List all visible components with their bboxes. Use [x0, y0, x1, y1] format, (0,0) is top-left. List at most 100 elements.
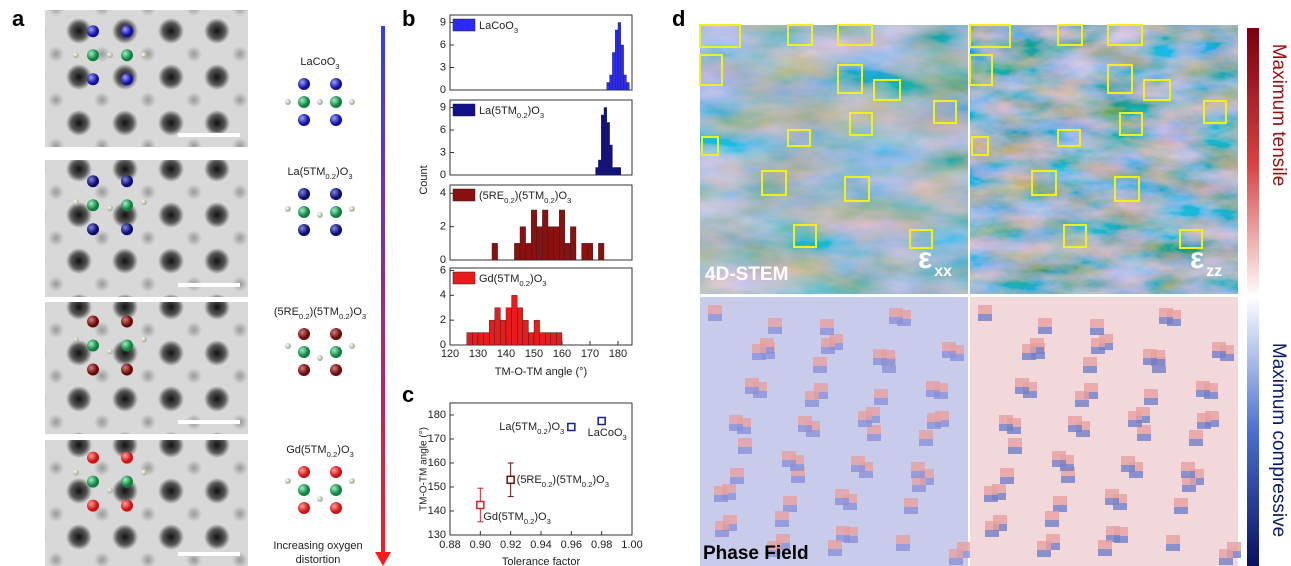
a-site-atom [87, 25, 99, 38]
domain-blue [738, 447, 752, 454]
domain-blue [1181, 471, 1195, 478]
oxygen-atom [73, 469, 79, 476]
domain-red [1061, 467, 1075, 476]
domain-red [1060, 455, 1074, 464]
domain-blue [919, 439, 933, 446]
domain-blue [761, 352, 775, 359]
histogram-bar [533, 319, 540, 346]
histogram-bar [500, 319, 507, 346]
domain-red [738, 438, 752, 447]
domain-blue [873, 358, 887, 365]
domain-red [919, 430, 933, 439]
domain-red [821, 338, 835, 347]
domain-blue [1220, 354, 1234, 361]
oxygen-atom [285, 206, 291, 212]
domain-blue [1046, 543, 1060, 550]
b-site-atom [87, 475, 99, 488]
domain-red [814, 383, 828, 392]
b-site-atom [330, 96, 342, 108]
histogram-bar [581, 243, 588, 261]
legend-label: Gd(5TM0.2)O3 [479, 273, 547, 288]
domain-red [1114, 527, 1128, 536]
histogram-bar [545, 332, 552, 346]
highlight-box [793, 224, 817, 248]
highlight-box [1179, 229, 1203, 249]
point-label: (5RE0.2)(5TM0.2)O3 [517, 474, 609, 489]
domain-red [896, 535, 910, 544]
domain-red [935, 411, 949, 420]
domain-red [993, 515, 1007, 524]
legend-label: LaCoO3 [479, 20, 518, 35]
histogram-bar [609, 144, 613, 176]
domain-red [874, 389, 888, 398]
highlight-box [1057, 129, 1081, 147]
domain-red [904, 498, 918, 507]
domain-blue [715, 530, 729, 537]
domain-blue [814, 392, 828, 399]
highlight-box [761, 170, 787, 196]
domain-red [1053, 496, 1067, 505]
domain-blue [881, 359, 895, 366]
histogram-bar [553, 226, 560, 261]
domain-blue [1197, 422, 1211, 429]
domain-red [836, 526, 850, 535]
domain-blue [821, 347, 835, 354]
distortion-arrow [381, 26, 385, 554]
strain-label: ε xx [918, 242, 952, 280]
histogram-bar [531, 209, 538, 261]
oxygen-atom [107, 205, 113, 212]
histogram-bar [514, 243, 521, 261]
domain-blue [737, 427, 751, 434]
a-site-atom [87, 73, 99, 86]
domain-red [1106, 526, 1120, 535]
a-site-atom [298, 364, 310, 376]
point-label: Gd(5TM0.2)O3 [483, 511, 551, 526]
domain-red [912, 476, 926, 485]
domain-blue [992, 493, 1006, 500]
domain-blue [805, 400, 819, 407]
domain-blue [722, 493, 736, 500]
a-site-atom [298, 114, 310, 126]
domain-red [1205, 411, 1219, 420]
method-label: 4D-STEM [705, 264, 788, 285]
domain-blue [775, 520, 789, 527]
a-site-atom [87, 499, 99, 512]
domain-red [767, 541, 781, 550]
domain-red [1084, 383, 1098, 392]
y-tick-label: 3 [440, 61, 446, 73]
oxygen-atom [107, 52, 113, 59]
domain-red [950, 345, 964, 354]
domain-red [1045, 511, 1059, 520]
y-tick-label: 0 [440, 254, 446, 266]
domain-blue [912, 485, 926, 492]
colorbar-label: Maximum tensile [1268, 44, 1289, 187]
highlight-box [1107, 24, 1143, 46]
plot-frame [449, 99, 633, 176]
domain-red [1166, 535, 1180, 544]
histogram-bar [539, 332, 546, 346]
histogram-bar [505, 307, 512, 346]
b-site-atom [121, 199, 133, 212]
y-tick-label: 140 [428, 505, 446, 517]
domain-red [1030, 338, 1044, 347]
domain-red [984, 486, 998, 495]
domain-blue [1023, 391, 1037, 398]
domain-red [1022, 344, 1036, 353]
domain-blue [1068, 425, 1082, 432]
highlight-box [1114, 176, 1140, 202]
b-site-atom [330, 206, 342, 218]
histogram-bar [606, 122, 610, 176]
a-site-atom [121, 363, 133, 376]
histogram-bar [556, 332, 563, 346]
highlight-box [933, 100, 957, 124]
domain-red [844, 527, 858, 536]
y-axis-label: TM-O-TM angle (°) [419, 427, 430, 511]
domain-red [791, 467, 805, 476]
histogram-bar [617, 167, 621, 176]
domain-red [1091, 338, 1105, 347]
oxygen-atom [317, 212, 323, 218]
oxygen-atom [141, 469, 147, 476]
highlight-box [837, 64, 863, 94]
a-site-atom [298, 188, 310, 200]
domain-red [737, 418, 751, 427]
